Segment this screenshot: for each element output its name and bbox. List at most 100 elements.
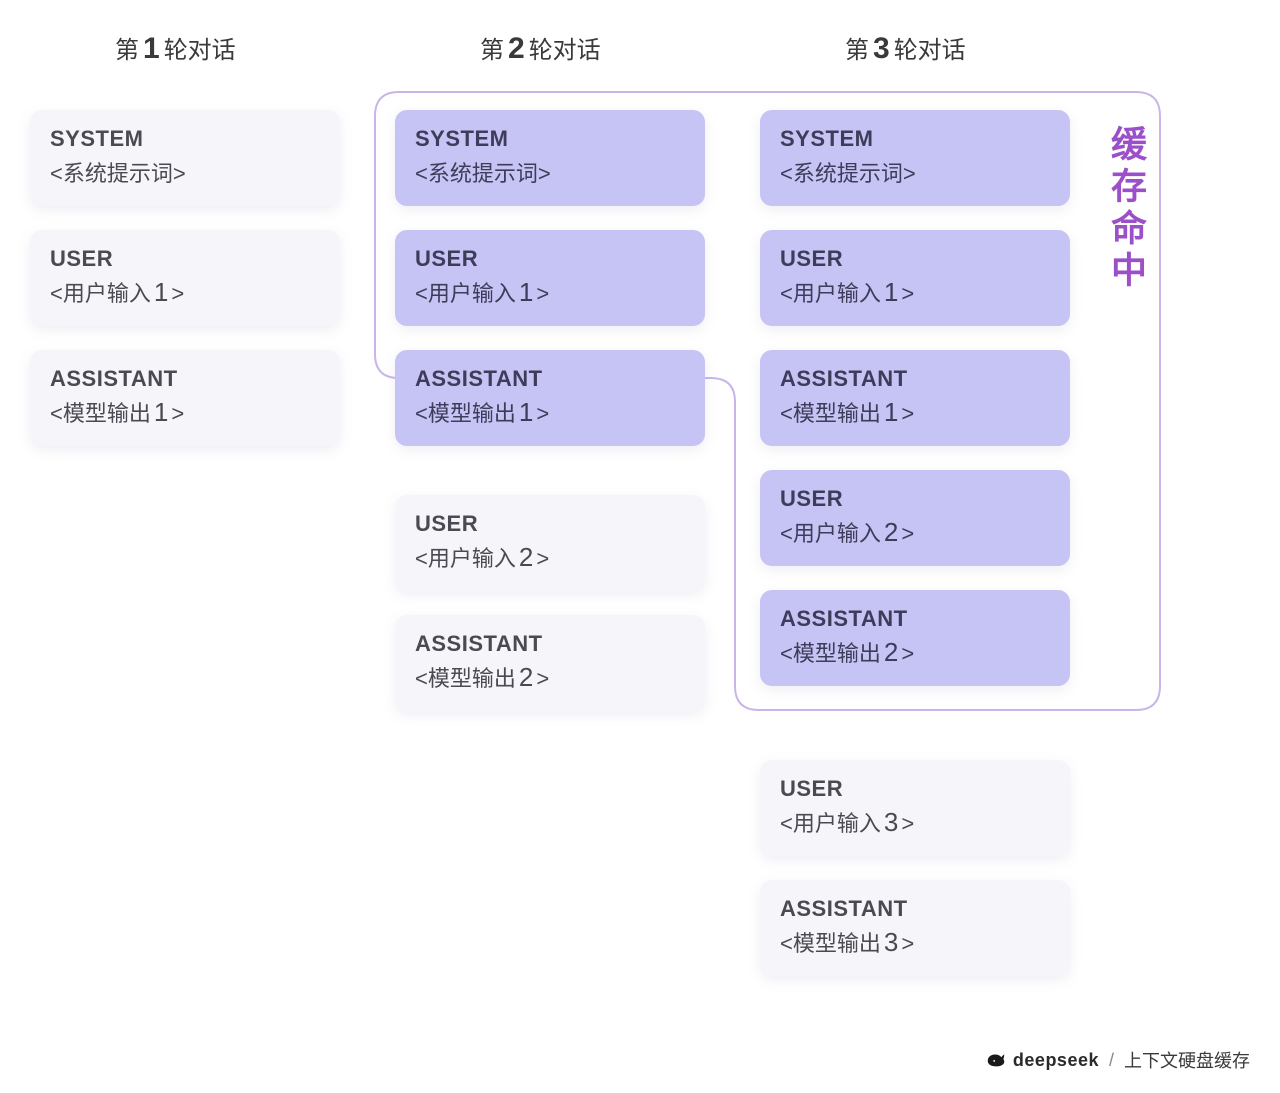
message-body-pre: <系统提示词> — [780, 161, 916, 186]
message-body-number: 1 — [884, 277, 898, 307]
footer: deepseek / 上下文硬盘缓存 — [985, 1047, 1250, 1073]
message-body: <模型输出3> — [780, 926, 1050, 958]
message-body-number: 2 — [884, 637, 898, 667]
column-header-number: 1 — [143, 32, 160, 65]
column-header-number: 3 — [873, 32, 890, 65]
message-body-post: > — [901, 281, 914, 306]
message-body-post: > — [901, 641, 914, 666]
message-body-pre: <模型输出 — [780, 641, 881, 666]
message-role: SYSTEM — [415, 126, 685, 152]
message-body-pre: <模型输出 — [780, 931, 881, 956]
column-header-3: 第3轮对话 — [845, 30, 966, 66]
message-role: USER — [780, 246, 1050, 272]
message-role: SYSTEM — [780, 126, 1050, 152]
message-body: <用户输入2> — [415, 541, 685, 573]
message-body: <用户输入1> — [780, 276, 1050, 308]
message-body-post: > — [901, 521, 914, 546]
message-card: ASSISTANT <模型输出2> — [395, 615, 705, 711]
message-body-number: 1 — [154, 397, 168, 427]
message-body-pre: <模型输出 — [415, 401, 516, 426]
message-body-number: 2 — [519, 662, 533, 692]
message-body: <模型输出1> — [50, 396, 320, 428]
message-body: <模型输出1> — [780, 396, 1050, 428]
message-card: SYSTEM <系统提示词> — [395, 110, 705, 206]
message-body-pre: <用户输入 — [415, 281, 516, 306]
message-body-number: 1 — [154, 277, 168, 307]
message-body-post: > — [536, 546, 549, 571]
diagram-canvas: 第1轮对话第2轮对话第3轮对话缓存命中SYSTEM<系统提示词>USER<用户输… — [0, 0, 1280, 1093]
column-header-prefix: 第 — [115, 37, 139, 64]
column-header-prefix: 第 — [845, 37, 869, 64]
message-body-post: > — [901, 811, 914, 836]
message-body-number: 1 — [884, 397, 898, 427]
message-role: USER — [415, 246, 685, 272]
message-card: ASSISTANT <模型输出1> — [760, 350, 1070, 446]
message-card: SYSTEM <系统提示词> — [760, 110, 1070, 206]
message-body: <模型输出2> — [415, 661, 685, 693]
message-body-pre: <用户输入 — [780, 521, 881, 546]
message-card: ASSISTANT <模型输出1> — [395, 350, 705, 446]
message-body: <模型输出2> — [780, 636, 1050, 668]
message-body-number: 1 — [519, 397, 533, 427]
message-body: <用户输入1> — [415, 276, 685, 308]
message-card: ASSISTANT <模型输出1> — [30, 350, 340, 446]
message-body-post: > — [171, 281, 184, 306]
message-body-number: 2 — [519, 542, 533, 572]
footer-separator: / — [1109, 1050, 1114, 1071]
brand: deepseek — [985, 1049, 1099, 1071]
message-role: USER — [780, 776, 1050, 802]
message-role: ASSISTANT — [780, 366, 1050, 392]
message-card: USER <用户输入1> — [760, 230, 1070, 326]
column-header-suffix: 轮对话 — [164, 37, 236, 64]
message-role: ASSISTANT — [780, 896, 1050, 922]
message-card: ASSISTANT <模型输出2> — [760, 590, 1070, 686]
message-body-pre: <模型输出 — [50, 401, 151, 426]
column-header-1: 第1轮对话 — [115, 30, 236, 66]
message-body-pre: <模型输出 — [780, 401, 881, 426]
message-card: USER <用户输入2> — [760, 470, 1070, 566]
message-role: USER — [50, 246, 320, 272]
message-role: ASSISTANT — [50, 366, 320, 392]
message-body: <用户输入1> — [50, 276, 320, 308]
message-role: USER — [780, 486, 1050, 512]
message-body-number: 2 — [884, 517, 898, 547]
message-body-pre: <系统提示词> — [415, 161, 551, 186]
message-body-pre: <系统提示词> — [50, 161, 186, 186]
message-body: <用户输入2> — [780, 516, 1050, 548]
message-body-number: 3 — [884, 807, 898, 837]
message-body: <系统提示词> — [780, 156, 1050, 188]
message-role: USER — [415, 511, 685, 537]
cache-hit-label: 缓存命中 — [1100, 125, 1152, 293]
column-header-number: 2 — [508, 32, 525, 65]
column-header-suffix: 轮对话 — [529, 37, 601, 64]
message-body-post: > — [171, 401, 184, 426]
message-body-post: > — [901, 931, 914, 956]
message-card: SYSTEM <系统提示词> — [30, 110, 340, 206]
message-body-pre: <模型输出 — [415, 666, 516, 691]
message-role: ASSISTANT — [415, 366, 685, 392]
message-body-post: > — [901, 401, 914, 426]
message-body-post: > — [536, 281, 549, 306]
message-body-number: 1 — [519, 277, 533, 307]
message-body-pre: <用户输入 — [780, 811, 881, 836]
whale-icon — [985, 1049, 1007, 1071]
message-role: ASSISTANT — [780, 606, 1050, 632]
message-card: USER <用户输入3> — [760, 760, 1070, 856]
column-header-suffix: 轮对话 — [894, 37, 966, 64]
message-card: USER <用户输入2> — [395, 495, 705, 591]
message-body-pre: <用户输入 — [415, 546, 516, 571]
message-body-pre: <用户输入 — [50, 281, 151, 306]
message-body: <模型输出1> — [415, 396, 685, 428]
message-role: ASSISTANT — [415, 631, 685, 657]
column-header-prefix: 第 — [480, 37, 504, 64]
message-body-number: 3 — [884, 927, 898, 957]
message-body-post: > — [536, 666, 549, 691]
message-card: ASSISTANT <模型输出3> — [760, 880, 1070, 976]
column-header-2: 第2轮对话 — [480, 30, 601, 66]
message-role: SYSTEM — [50, 126, 320, 152]
message-body-post: > — [536, 401, 549, 426]
message-body: <系统提示词> — [50, 156, 320, 188]
message-body: <系统提示词> — [415, 156, 685, 188]
message-card: USER <用户输入1> — [30, 230, 340, 326]
footer-caption: 上下文硬盘缓存 — [1124, 1047, 1250, 1073]
